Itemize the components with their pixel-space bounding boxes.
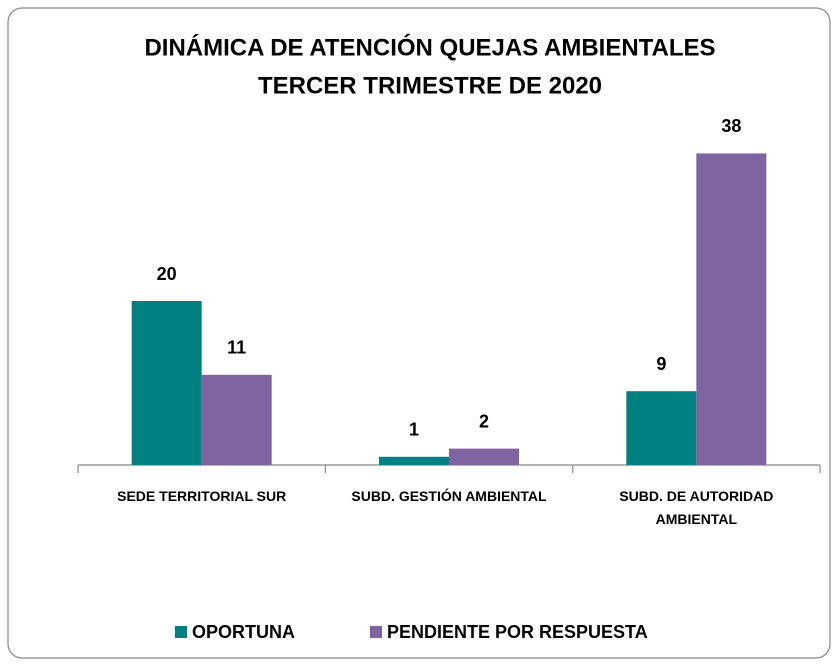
chart-frame (7, 7, 831, 659)
x-tick-label: SUBD. DE AUTORIDAD AMBIENTAL (619, 488, 774, 527)
x-tick-label: SUBD. GESTIÓN AMBIENTAL (351, 488, 547, 504)
legend-label: PENDIENTE POR RESPUESTA (387, 622, 648, 642)
chart-title: DINÁMICA DE ATENCIÓN QUEJAS AMBIENTALES (144, 33, 715, 61)
bar (201, 374, 272, 465)
bar (131, 301, 202, 465)
x-tick-label: SEDE TERRITORIAL SUR (117, 488, 287, 504)
bar (379, 456, 449, 465)
legend-swatch (370, 626, 382, 638)
bar (449, 448, 519, 465)
data-label: 9 (656, 354, 666, 374)
bar (626, 391, 697, 465)
data-label: 2 (479, 411, 489, 431)
chart-subtitle: TERCER TRIMESTRE DE 2020 (258, 72, 602, 99)
legend-swatch (175, 626, 187, 638)
data-label: 1 (409, 420, 419, 440)
data-label: 11 (227, 338, 246, 358)
bar (696, 153, 767, 465)
data-label: 20 (157, 264, 177, 284)
legend-label: OPORTUNA (192, 622, 295, 642)
data-label: 38 (721, 116, 741, 136)
